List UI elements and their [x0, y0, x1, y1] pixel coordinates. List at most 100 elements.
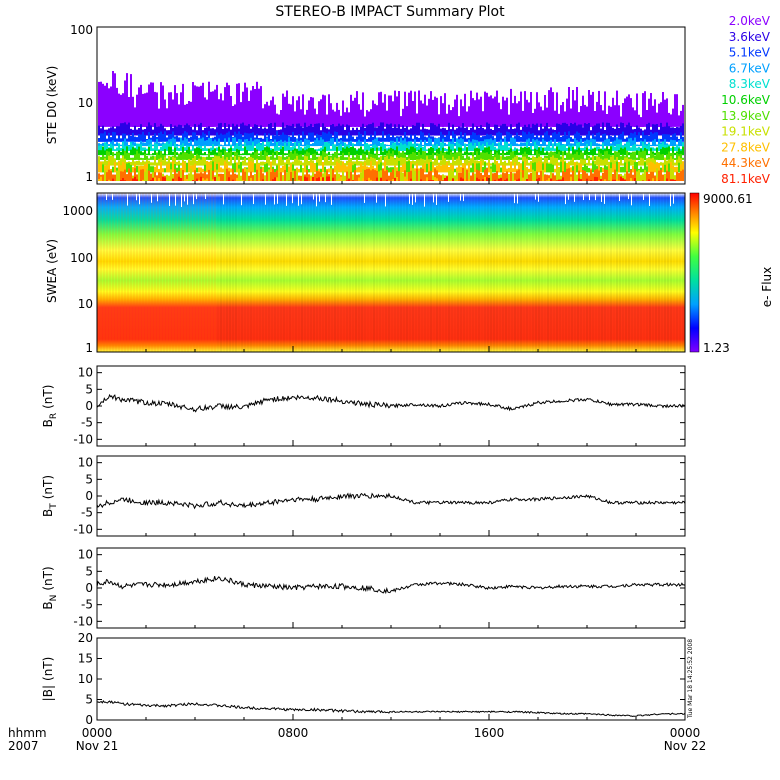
- swea-texture-stripe: [670, 193, 672, 352]
- ste-bar: [494, 138, 496, 146]
- ste-bar: [516, 143, 518, 147]
- ste-bar: [506, 168, 508, 173]
- ste-bar: [202, 132, 204, 142]
- ste-bar: [372, 154, 374, 160]
- ste-bar: [382, 155, 384, 160]
- ste-bar: [266, 163, 268, 173]
- ste-bar: [470, 143, 472, 151]
- ste-bar: [526, 127, 528, 136]
- ste-bar: [590, 94, 592, 127]
- ste-bar: [524, 132, 526, 142]
- ste-bar: [264, 175, 266, 181]
- ste-bar: [236, 177, 238, 181]
- ste-bar: [430, 147, 432, 156]
- ste-bar: [362, 178, 364, 181]
- ste-bar: [634, 169, 636, 181]
- ste-bar: [602, 122, 604, 136]
- ste-bar: [516, 170, 518, 181]
- ste-bar: [122, 155, 124, 166]
- ste-bar: [334, 111, 336, 127]
- ste-bar: [374, 153, 376, 156]
- ste-bar: [564, 162, 566, 173]
- ste-bar: [646, 149, 648, 156]
- ste-bar: [352, 161, 354, 166]
- ste-bar: [404, 152, 406, 156]
- ste-bar: [470, 175, 472, 181]
- ste-bar: [154, 166, 156, 173]
- ste-bar: [464, 127, 466, 136]
- ste-bar: [582, 138, 584, 142]
- ste-bar: [308, 161, 310, 166]
- ste-bar: [398, 91, 400, 127]
- ste-bar: [232, 106, 234, 127]
- ste-bar: [142, 169, 144, 181]
- ste-bar: [168, 130, 170, 136]
- ste-bar: [624, 173, 626, 181]
- ste-bar: [212, 128, 214, 136]
- ste-bar: [162, 168, 164, 173]
- swea-tick-1000: 1000: [62, 204, 93, 218]
- ste-bar: [478, 141, 480, 151]
- ste-legend-item: 44.3keV: [721, 156, 771, 170]
- swea-texture-stripe: [388, 193, 390, 352]
- ste-bar: [312, 143, 314, 147]
- ste-bar: [182, 133, 184, 142]
- ste-bar: [430, 91, 432, 127]
- ste-bar: [500, 139, 502, 147]
- ste-bar: [436, 126, 438, 136]
- ste-bar: [592, 161, 594, 173]
- ste-bar: [190, 136, 192, 142]
- ste-bar: [414, 168, 416, 173]
- ste-bar: [432, 148, 434, 156]
- ste-bar: [508, 167, 510, 173]
- ste-bar: [284, 96, 286, 127]
- ste-bar: [242, 180, 244, 181]
- ste-bar: [394, 137, 396, 142]
- ste-bar: [356, 136, 358, 142]
- ste-bar: [520, 129, 522, 136]
- ste-bar: [438, 147, 440, 156]
- ste-bar: [430, 170, 432, 181]
- ste-bar: [498, 149, 500, 156]
- ste-bar: [456, 167, 458, 173]
- ste-bar: [308, 125, 310, 136]
- ste-bar: [162, 153, 164, 156]
- ste-bar: [668, 134, 670, 142]
- ste-bar: [664, 147, 666, 156]
- ste-bar: [664, 99, 666, 127]
- ste-bar: [504, 173, 506, 181]
- ste-bar: [330, 125, 332, 136]
- ste-bar: [620, 122, 622, 136]
- ste-bar: [570, 160, 572, 166]
- ste-bar: [388, 158, 390, 166]
- ste-bar: [668, 146, 670, 156]
- ste-bar: [538, 147, 540, 156]
- swea-texture-stripe: [595, 193, 597, 352]
- end-date: Nov 22: [664, 739, 707, 753]
- ste-bar: [138, 146, 140, 156]
- ste-bar: [450, 162, 452, 166]
- ste-bar: [518, 122, 520, 136]
- ste-bar: [506, 178, 508, 181]
- ste-bar: [140, 140, 142, 147]
- ste-bar: [654, 124, 656, 136]
- ste-bar: [140, 151, 142, 156]
- ste-bar: [130, 142, 132, 151]
- br-tick-label: 10: [78, 366, 93, 380]
- ste-bar: [484, 147, 486, 156]
- ste-bar: [256, 133, 258, 142]
- ste-bar: [480, 173, 482, 181]
- ste-bar: [356, 150, 358, 156]
- ste-bar: [354, 139, 356, 142]
- ste-bar: [424, 128, 426, 136]
- ste-bar: [536, 144, 538, 151]
- ste-bar: [350, 158, 352, 160]
- ste-bar: [300, 126, 302, 136]
- swea-texture-stripe: [652, 193, 654, 352]
- ste-bar: [334, 126, 336, 136]
- ste-bar: [232, 169, 234, 181]
- swea-texture-stripe: [304, 193, 306, 352]
- ste-bar: [506, 131, 508, 142]
- swea-gap: [619, 193, 620, 201]
- ste-bar: [124, 133, 126, 142]
